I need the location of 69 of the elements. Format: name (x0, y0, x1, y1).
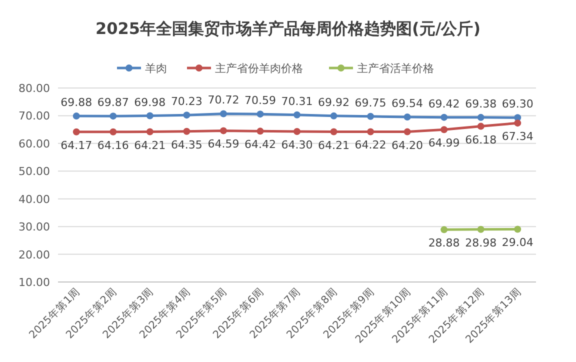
point (146, 112, 154, 120)
point (294, 128, 300, 136)
point (404, 128, 411, 136)
point (220, 110, 227, 118)
point (440, 114, 448, 121)
point (72, 112, 80, 120)
data-label: 64.99 (428, 136, 460, 150)
point (256, 110, 264, 118)
data-label: 64.30 (281, 138, 313, 152)
data-label: 28.98 (465, 236, 497, 250)
point (146, 128, 154, 136)
point (440, 226, 448, 234)
y-tick-label: 50.00 (18, 165, 50, 178)
legend-label: 主产省活羊价格 (357, 62, 434, 75)
data-label: 64.22 (354, 138, 386, 152)
data-label: 28.88 (428, 236, 460, 250)
data-label: 64.17 (60, 138, 92, 152)
y-tick-label: 60.00 (18, 137, 50, 150)
y-tick-label: 80.00 (18, 82, 50, 95)
legend-label: 主产省份羊肉价格 (215, 62, 303, 75)
point (294, 111, 300, 118)
data-label: 64.21 (318, 138, 350, 152)
point (404, 113, 411, 120)
data-label: 67.34 (502, 130, 534, 144)
point (477, 226, 484, 233)
point (72, 128, 80, 136)
point (367, 128, 374, 136)
point (514, 226, 522, 233)
data-label: 69.87 (97, 96, 129, 110)
point (514, 120, 522, 127)
data-label: 29.04 (502, 236, 534, 250)
data-label: 70.23 (170, 95, 202, 108)
data-label: 69.88 (60, 96, 92, 110)
y-tick-label: 30.00 (18, 220, 50, 234)
point (367, 112, 374, 120)
point (477, 114, 484, 121)
point (330, 128, 338, 136)
data-label: 64.35 (170, 138, 202, 152)
data-label: 64.21 (134, 138, 166, 152)
data-label: 69.38 (465, 97, 497, 110)
data-label: 69.54 (392, 96, 424, 110)
point (440, 126, 448, 134)
data-label: 70.59 (244, 94, 276, 108)
legend-label: 羊肉 (145, 62, 167, 75)
point (110, 112, 117, 120)
data-label: 69.92 (318, 96, 350, 109)
data-label: 70.72 (208, 94, 240, 107)
point (477, 122, 484, 130)
data-label: 70.31 (281, 94, 313, 108)
point (330, 112, 338, 120)
y-tick-label: 70.00 (18, 110, 50, 123)
data-label: 64.20 (392, 138, 424, 152)
data-label: 64.16 (97, 138, 129, 152)
data-label: 69.42 (428, 97, 460, 110)
point (110, 128, 117, 136)
point (183, 128, 190, 135)
data-label: 69.75 (354, 96, 386, 110)
data-label: 64.59 (208, 138, 240, 151)
y-tick-label: 20.00 (18, 248, 50, 262)
y-tick-label: 10.00 (18, 276, 50, 289)
data-label: 69.30 (502, 98, 534, 111)
point (183, 112, 190, 119)
data-label: 66.18 (465, 133, 497, 146)
data-label: 69.98 (134, 96, 166, 109)
point (256, 128, 264, 135)
point (220, 127, 227, 134)
data-label: 64.42 (244, 138, 276, 152)
chart-title: 2025年全国集贸市场羊产品每周价格趋势图(元/公斤) (96, 19, 480, 38)
y-tick-label: 40.00 (18, 192, 50, 206)
